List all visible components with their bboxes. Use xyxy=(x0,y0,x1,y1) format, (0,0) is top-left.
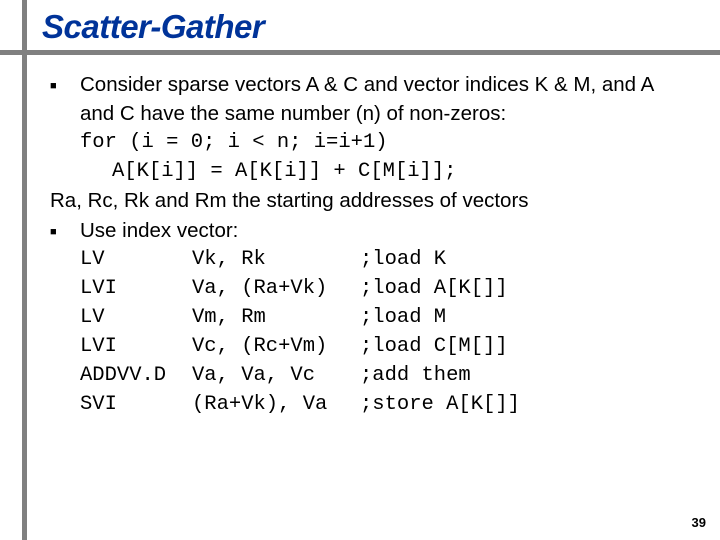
asm-opcode: ADDVV.D xyxy=(80,361,192,390)
square-bullet-icon: ■ xyxy=(50,216,80,241)
asm-opcode: LV xyxy=(80,303,192,332)
asm-comment: ;load M xyxy=(360,303,520,332)
title-container: Scatter-Gather xyxy=(42,8,264,46)
assembly-listing: LVVk, Rk;load KLVIVa, (Ra+Vk);load A[K[]… xyxy=(80,245,520,420)
asm-args: (Ra+Vk), Va xyxy=(192,390,360,419)
asm-args: Va, Va, Vc xyxy=(192,361,360,390)
slide-title: Scatter-Gather xyxy=(42,8,264,46)
asm-row: LVIVc, (Rc+Vm);load C[M[]] xyxy=(80,332,520,361)
bullet-item: ■ Use index vector: xyxy=(50,216,690,245)
asm-row: SVI(Ra+Vk), Va;store A[K[]] xyxy=(80,390,520,419)
asm-comment: ;load C[M[]] xyxy=(360,332,520,361)
plain-line: Ra, Rc, Rk and Rm the starting addresses… xyxy=(50,186,690,215)
asm-row: LVVm, Rm;load M xyxy=(80,303,520,332)
asm-args: Vk, Rk xyxy=(192,245,360,274)
bullet-text: Use index vector: xyxy=(80,216,690,245)
slide-body: ■ Consider sparse vectors A & C and vect… xyxy=(50,70,690,419)
asm-comment: ;load A[K[]] xyxy=(360,274,520,303)
square-bullet-icon: ■ xyxy=(50,70,80,95)
asm-args: Va, (Ra+Vk) xyxy=(192,274,360,303)
horizontal-rule xyxy=(0,50,720,55)
bullet2-text: Use index vector: xyxy=(80,219,238,242)
asm-comment: ;store A[K[]] xyxy=(360,390,520,419)
asm-opcode: LV xyxy=(80,245,192,274)
asm-opcode: SVI xyxy=(80,390,192,419)
asm-row: LVVk, Rk;load K xyxy=(80,245,520,274)
asm-comment: ;load K xyxy=(360,245,520,274)
vertical-rule xyxy=(22,0,27,540)
bullet-text: Consider sparse vectors A & C and vector… xyxy=(80,70,690,128)
page-number: 39 xyxy=(692,515,706,530)
asm-args: Vc, (Rc+Vm) xyxy=(192,332,360,361)
asm-row: LVIVa, (Ra+Vk);load A[K[]] xyxy=(80,274,520,303)
asm-opcode: LVI xyxy=(80,274,192,303)
asm-opcode: LVI xyxy=(80,332,192,361)
asm-args: Vm, Rm xyxy=(192,303,360,332)
asm-comment: ;add them xyxy=(360,361,520,390)
asm-row: ADDVV.DVa, Va, Vc;add them xyxy=(80,361,520,390)
code-line: for (i = 0; i < n; i=i+1) xyxy=(50,128,690,157)
bullet-item: ■ Consider sparse vectors A & C and vect… xyxy=(50,70,690,128)
code-line: A[K[i]] = A[K[i]] + C[M[i]]; xyxy=(50,157,690,186)
bullet1-text: Consider sparse vectors A & C and vector… xyxy=(80,73,653,125)
